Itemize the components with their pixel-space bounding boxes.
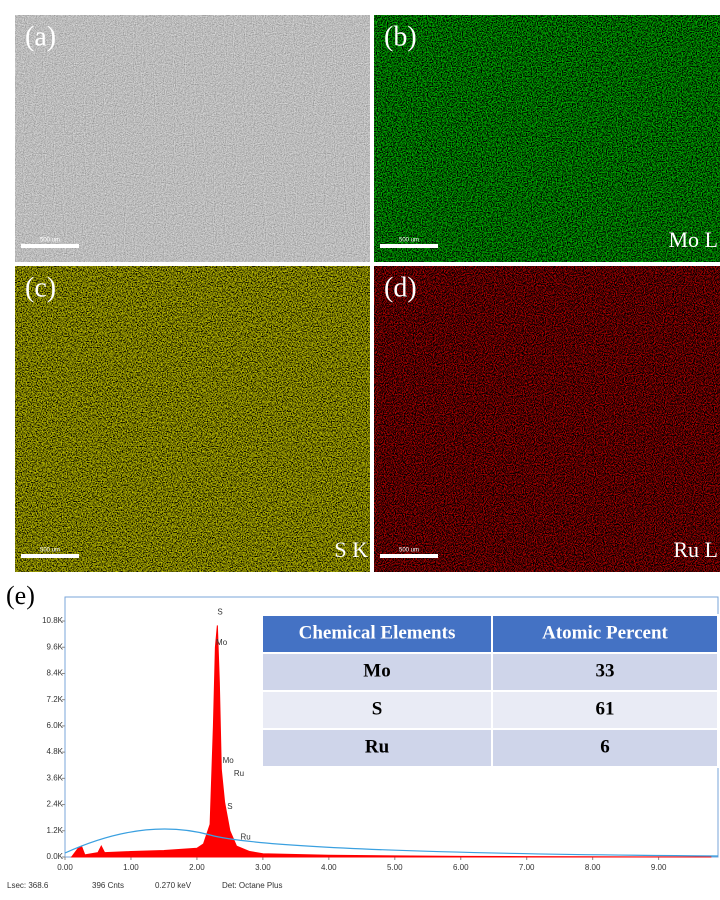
peak-label: Ru — [234, 769, 244, 778]
figure: (a) 500 um (b) 500 um Mo L (c) 500 um S K (d) 500… — [0, 0, 720, 895]
x-tick-label: 1.00 — [123, 863, 139, 872]
x-tick-label: 6.00 — [453, 863, 469, 872]
peak-label: Mo — [223, 756, 235, 765]
table-text: 6 — [600, 736, 610, 757]
x-tick-label: 5.00 — [387, 863, 403, 872]
y-tick-label: 10.8K — [42, 616, 64, 625]
table-text: Atomic Percent — [542, 622, 668, 643]
scale-bar — [21, 244, 79, 248]
peak-label: S — [217, 607, 222, 616]
table-text: Mo — [363, 660, 390, 681]
y-tick-label: 8.4K — [47, 669, 64, 678]
x-tick-label: 2.00 — [189, 863, 205, 872]
scale-bar-label: 500 um — [399, 238, 419, 244]
x-tick-label: 8.00 — [585, 863, 601, 872]
peak-label: Ru — [240, 832, 250, 841]
element-label: S K — [334, 537, 368, 562]
panel-label: (a) — [25, 21, 56, 52]
peak-label: S — [227, 802, 232, 811]
table-text: Ru — [365, 736, 390, 757]
x-tick-label: 7.00 — [519, 863, 535, 872]
y-tick-label: 4.8K — [47, 747, 64, 756]
y-tick-label: 3.6K — [47, 773, 64, 782]
y-tick-label: 2.4K — [47, 800, 64, 809]
status-text: 0.270 keV — [155, 881, 192, 890]
scale-bar-label: 500 um — [40, 548, 60, 554]
panel-label: (b) — [384, 21, 417, 52]
x-tick-label: 0.00 — [57, 863, 73, 872]
element-label: Mo L — [669, 227, 719, 252]
y-tick-label: 6.0K — [47, 721, 64, 730]
y-tick-label: 9.6K — [47, 642, 64, 651]
micrograph — [15, 266, 370, 572]
micrograph — [374, 266, 720, 572]
scale-bar — [380, 554, 438, 558]
micrograph — [15, 15, 370, 262]
table-text: S — [372, 698, 383, 719]
scale-bar — [21, 554, 79, 558]
scale-bar-label: 500 um — [399, 548, 419, 554]
status-text: Lsec: 368.6 — [7, 881, 49, 890]
x-tick-label: 3.00 — [255, 863, 271, 872]
y-tick-label: 0.0K — [47, 852, 64, 861]
panel-label: (d) — [384, 272, 417, 303]
y-tick-label: 7.2K — [47, 695, 64, 704]
table-text: 61 — [596, 698, 615, 719]
panel-label: (e) — [6, 581, 35, 610]
scale-bar — [380, 244, 438, 248]
peak-label: Mo — [216, 638, 228, 647]
element-label: Ru L — [673, 537, 718, 562]
y-tick-label: 1.2K — [47, 826, 64, 835]
x-tick-label: 4.00 — [321, 863, 337, 872]
status-text: Det: Octane Plus — [222, 881, 282, 890]
panel-label: (c) — [25, 272, 56, 303]
scale-bar-label: 500 um — [40, 238, 60, 244]
status-text: 396 Cnts — [92, 881, 124, 890]
micrograph — [374, 15, 720, 262]
x-tick-label: 9.00 — [651, 863, 667, 872]
table-text: 33 — [596, 660, 615, 681]
table-text: Chemical Elements — [299, 622, 456, 643]
